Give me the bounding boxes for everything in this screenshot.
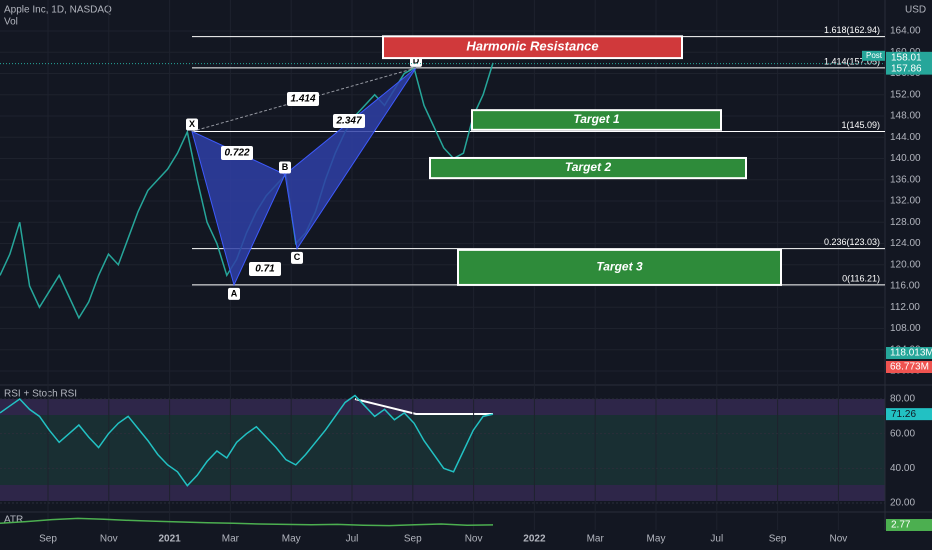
- rsi-title: RSI + Stoch RSI: [4, 389, 77, 400]
- y-tick-label: 120.00: [890, 259, 921, 270]
- price-badge-label: 158.01: [891, 52, 922, 63]
- x-tick-label: Sep: [404, 534, 422, 545]
- y-tick-label: 140.00: [890, 153, 921, 164]
- rsi-tick-label: 20.00: [890, 498, 915, 509]
- x-tick-label: Nov: [100, 534, 118, 545]
- atr-line: [0, 517, 494, 527]
- x-tick-label: Mar: [222, 534, 240, 545]
- point-tag: [279, 161, 291, 174]
- y-tick-label: 124.00: [890, 238, 921, 249]
- zone-label: Target 1: [573, 112, 620, 126]
- y-tick-label: 164.00: [890, 26, 921, 37]
- x-tick-label: 2022: [523, 534, 546, 545]
- y-tick-label: 108.00: [890, 323, 921, 334]
- x-tick-label: Nov: [830, 534, 848, 545]
- ratio-tag: [221, 146, 253, 160]
- ratio-label: 0.71: [255, 264, 275, 275]
- rsi-badge: [886, 408, 932, 421]
- target-zone: [382, 35, 683, 60]
- ratio-tag: [249, 262, 281, 276]
- atr-title: ATR: [4, 515, 23, 526]
- target-zone: [457, 248, 782, 286]
- x-tick-label: Jul: [710, 534, 723, 545]
- volume-label: Vol: [4, 17, 18, 28]
- rsi-tick-label: 60.00: [890, 428, 915, 439]
- x-tick-label: May: [282, 534, 301, 545]
- y-tick-label: 132.00: [890, 196, 921, 207]
- volume-ma-label: 68.773M: [890, 362, 929, 373]
- zone-label: Target 2: [565, 160, 612, 174]
- ratio-label: 1.414: [290, 94, 315, 105]
- x-tick-label: Jul: [346, 534, 359, 545]
- zone-label: Target 3: [596, 260, 643, 274]
- fib-label: 1.618(162.94): [824, 25, 880, 35]
- rsi-divergence: [354, 398, 493, 415]
- x-tick-label: 2021: [158, 534, 181, 545]
- y-tick-label: 128.00: [890, 217, 921, 228]
- fib-label: 1.414(157.05): [824, 56, 880, 66]
- currency: USD: [905, 5, 926, 16]
- ratio-label: 0.722: [224, 148, 249, 159]
- y-tick-label: 112.00: [890, 302, 920, 313]
- y-tick-label: 152.00: [890, 89, 921, 100]
- point-tag: [228, 287, 240, 300]
- point-label: X: [189, 119, 195, 129]
- volume-badge: [886, 347, 932, 359]
- y-tick-label: 136.00: [890, 174, 921, 185]
- ratio-tag: [333, 114, 365, 128]
- rsi-upper-band: [0, 399, 885, 415]
- price-badge-label: 157.86: [891, 63, 922, 74]
- rsi-tick-label: 80.00: [890, 394, 915, 405]
- rsi-line: [0, 394, 494, 487]
- post-label: Post: [866, 51, 883, 60]
- x-tick-label: Sep: [39, 534, 57, 545]
- zone-label: Harmonic Resistance: [466, 39, 598, 54]
- volume-badge-label: 118.013M: [890, 348, 932, 359]
- point-tag: [186, 118, 198, 131]
- x-tick-label: Nov: [465, 534, 483, 545]
- point-label: C: [294, 252, 301, 262]
- rsi-mid-band: [0, 415, 885, 485]
- x-tick-label: May: [647, 534, 666, 545]
- y-tick-label: 148.00: [890, 111, 921, 122]
- price-badge: [886, 62, 932, 75]
- ratio-tag: [287, 92, 319, 106]
- rsi-tick-label: 40.00: [890, 463, 915, 474]
- post-badge: [862, 50, 885, 61]
- atr-badge-label: 2.77: [891, 520, 911, 531]
- ratio-label: 2.347: [335, 116, 361, 127]
- point-tag: [291, 251, 303, 264]
- y-tick-label: 116.00: [890, 281, 920, 292]
- point-label: A: [231, 288, 238, 298]
- point-label: B: [282, 162, 289, 172]
- target-zone: [471, 109, 722, 131]
- target-zone: [429, 156, 747, 180]
- fib-label: 0(116.21): [842, 273, 880, 283]
- atr-badge: [886, 519, 932, 531]
- chart-title: Apple Inc, 1D, NASDAQ: [4, 5, 112, 16]
- y-tick-label: 144.00: [890, 132, 921, 143]
- rsi-lower-band: [0, 485, 885, 501]
- point-label: D: [413, 55, 420, 65]
- rsi-badge-label: 71.26: [891, 409, 916, 420]
- price-badge: [886, 51, 932, 64]
- x-tick-label: Mar: [587, 534, 605, 545]
- volume-ma-badge: [886, 361, 932, 373]
- fib-label: 0.236(123.03): [824, 237, 880, 247]
- x-tick-label: Sep: [769, 534, 787, 545]
- fib-label: 1(145.09): [841, 120, 880, 130]
